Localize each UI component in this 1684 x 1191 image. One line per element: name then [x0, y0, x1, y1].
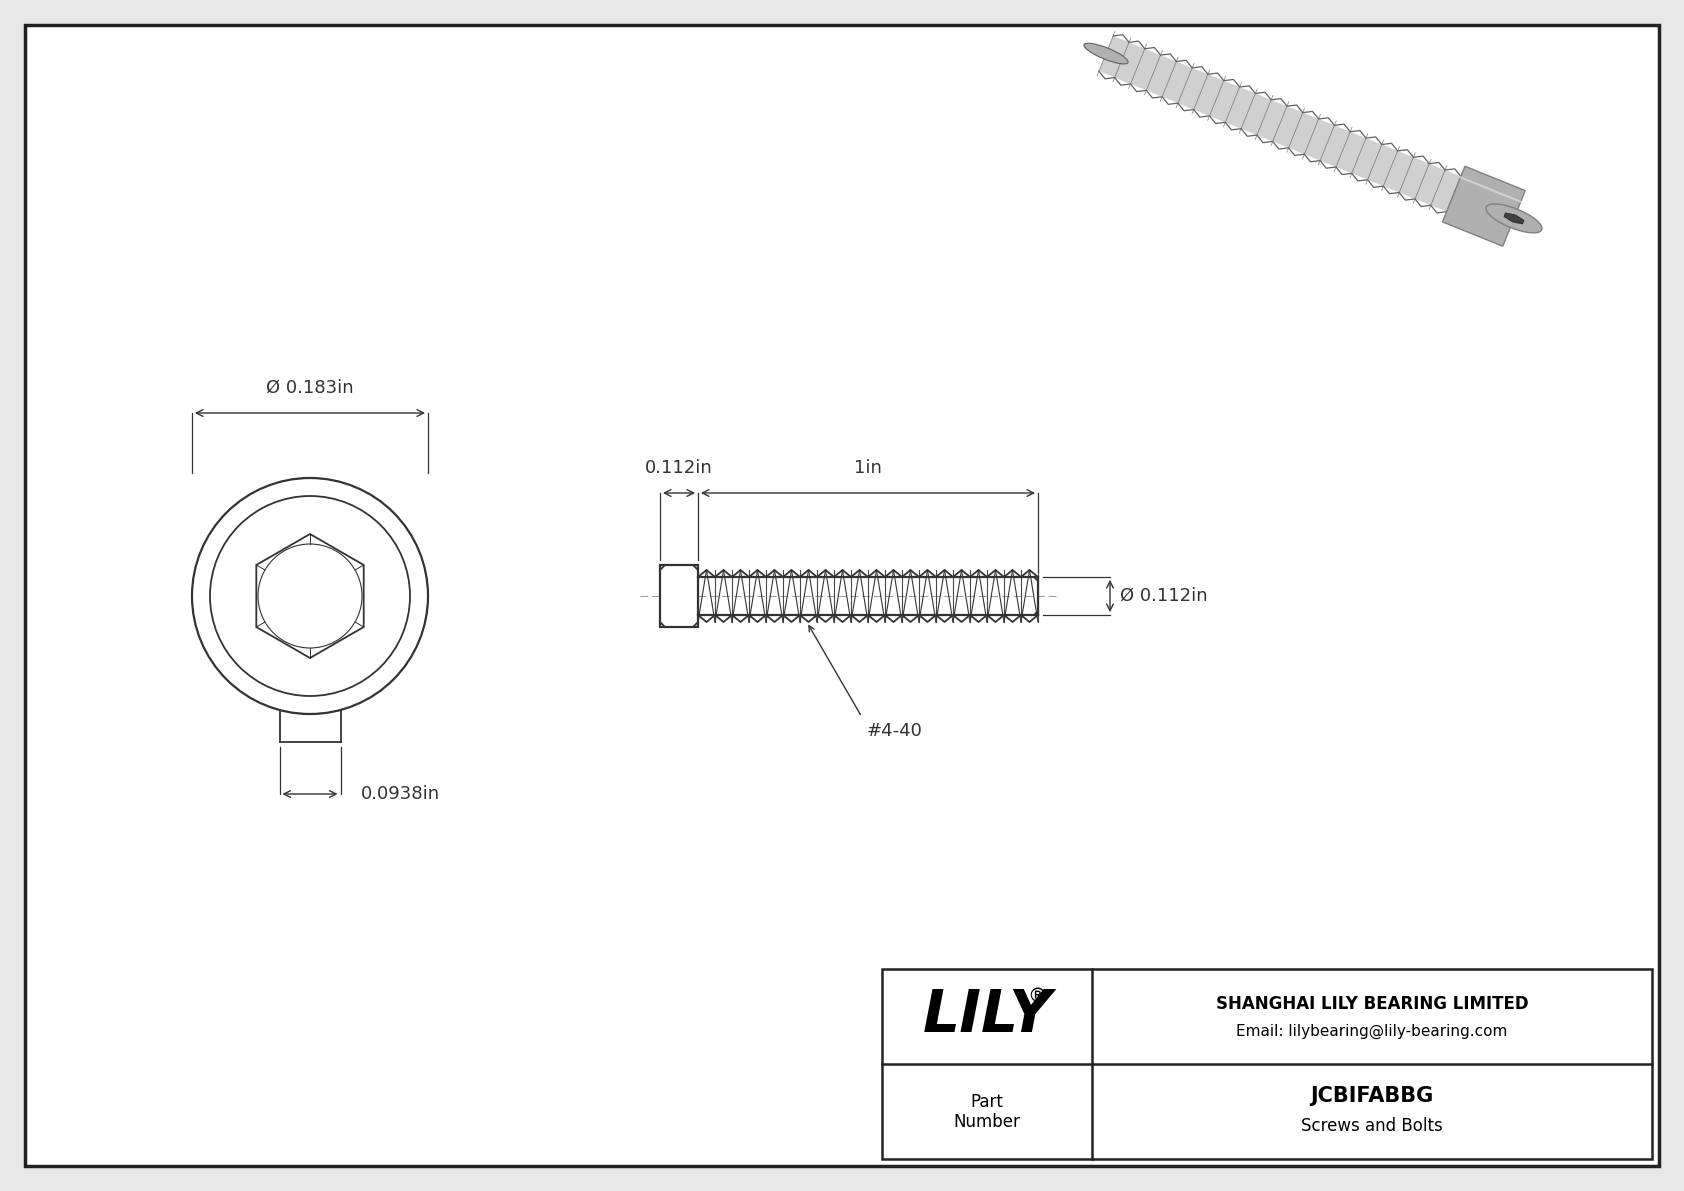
Text: Ø 0.183in: Ø 0.183in [266, 379, 354, 397]
Text: #4-40: #4-40 [867, 722, 923, 740]
Text: 1in: 1in [854, 459, 882, 478]
Ellipse shape [1485, 204, 1543, 232]
Text: JCBIFABBG: JCBIFABBG [1310, 1086, 1433, 1106]
Bar [882, 969, 1652, 1159]
Text: Part
Number: Part Number [953, 1092, 1021, 1131]
Polygon shape [1443, 167, 1526, 247]
Text: SHANGHAI LILY BEARING LIMITED: SHANGHAI LILY BEARING LIMITED [1216, 994, 1529, 1014]
Polygon shape [1504, 213, 1524, 224]
Text: ®: ® [1027, 987, 1047, 1006]
Text: 0.112in: 0.112in [645, 459, 712, 478]
Text: Email: lilybearing@lily-bearing.com: Email: lilybearing@lily-bearing.com [1236, 1023, 1507, 1039]
Text: LILY: LILY [923, 987, 1052, 1045]
Bar [660, 565, 697, 626]
Text: 0.0938in: 0.0938in [360, 785, 440, 803]
Polygon shape [1100, 36, 1460, 212]
Text: Ø 0.112in: Ø 0.112in [1120, 587, 1207, 605]
Ellipse shape [1084, 43, 1128, 64]
Text: Screws and Bolts: Screws and Bolts [1302, 1117, 1443, 1135]
